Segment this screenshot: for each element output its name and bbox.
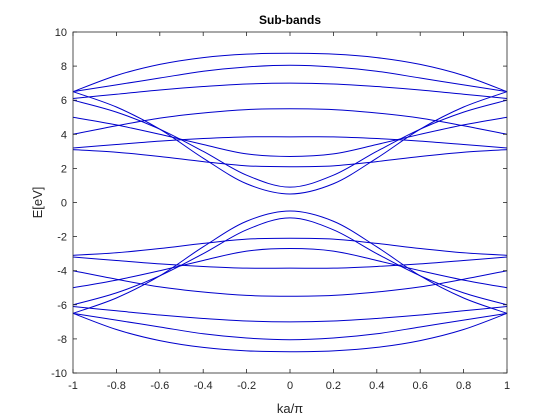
x-axis: -1 -0.8 -0.6 -0.4 -0.2 0 0.2 0.4 0.6 0.8 1 (68, 32, 510, 392)
subband-line-4 (72, 108, 508, 135)
series-layer (72, 52, 508, 353)
x-tick-label: -0.2 (237, 380, 256, 392)
y-tick-label: -8 (57, 334, 67, 346)
plot-area (73, 32, 507, 373)
subband-line-12 (72, 306, 508, 323)
x-tick-label: 0.6 (413, 380, 428, 392)
chart-title: Sub-bands (259, 13, 321, 27)
subband-line-5 (72, 136, 508, 149)
y-tick-label: 0 (61, 198, 67, 210)
subband-line-13 (72, 270, 508, 297)
x-tick-label: -0.4 (194, 380, 213, 392)
subband-line-10 (72, 312, 508, 353)
y-tick-label: -2 (57, 232, 67, 244)
subband-line-11 (72, 312, 508, 341)
y-tick-label: -6 (57, 300, 67, 312)
x-tick-label: 0 (287, 380, 293, 392)
subband-line-16 (72, 248, 508, 289)
x-axis-label: ka/π (277, 401, 303, 416)
y-tick-label: -4 (57, 266, 67, 278)
y-axis-label: E[eV] (30, 187, 45, 219)
subband-line-18 (72, 210, 508, 314)
x-tick-label: 0.8 (456, 380, 471, 392)
y-tick-label: -10 (51, 368, 67, 380)
subband-line-15 (72, 237, 508, 256)
x-tick-label: 0.4 (369, 380, 384, 392)
y-tick-label: 4 (61, 129, 67, 141)
subband-line-9 (72, 91, 508, 195)
x-tick-label: -0.6 (150, 380, 169, 392)
y-tick-label: 8 (61, 61, 67, 73)
subband-line-3 (72, 82, 508, 99)
y-tick-label: 6 (61, 95, 67, 107)
subband-line-1 (72, 52, 508, 93)
subband-line-14 (72, 256, 508, 269)
subband-line-2 (72, 64, 508, 93)
x-tick-label: 1 (504, 380, 510, 392)
subband-line-7 (72, 116, 508, 157)
x-tick-label: 0.2 (326, 380, 341, 392)
x-tick-label: -0.8 (107, 380, 126, 392)
y-tick-label: 10 (55, 27, 67, 39)
x-tick-label: -1 (68, 380, 78, 392)
subband-line-6 (72, 149, 508, 168)
subband-line-8 (72, 99, 508, 188)
y-tick-label: 2 (61, 163, 67, 175)
subband-line-17 (72, 217, 508, 306)
y-axis: -10 -8 -6 -4 -2 0 2 4 6 8 10 (51, 27, 507, 380)
